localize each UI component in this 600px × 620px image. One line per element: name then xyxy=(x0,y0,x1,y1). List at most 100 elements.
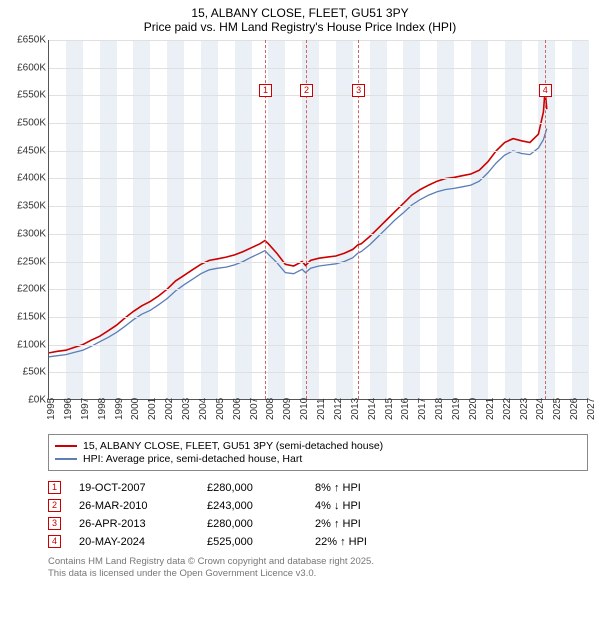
x-tick-label: 2013 xyxy=(350,398,361,420)
marker-index-box: 2 xyxy=(300,84,313,97)
footer-attribution: Contains HM Land Registry data © Crown c… xyxy=(48,556,596,581)
transaction-date: 19-OCT-2007 xyxy=(79,482,189,494)
transactions-table: 119-OCT-2007£280,0008% ↑ HPI226-MAR-2010… xyxy=(48,481,596,548)
y-tick-label: £650K xyxy=(17,35,46,46)
x-tick-label: 2007 xyxy=(249,398,260,420)
transaction-pct: 22% ↑ HPI xyxy=(315,536,425,548)
y-tick-label: £50K xyxy=(23,367,46,378)
transaction-index: 3 xyxy=(48,517,61,530)
x-tick-label: 2002 xyxy=(164,398,175,420)
x-tick-label: 2019 xyxy=(451,398,462,420)
transaction-index: 4 xyxy=(48,535,61,548)
transaction-row: 226-MAR-2010£243,0004% ↓ HPI xyxy=(48,499,596,512)
transaction-row: 3 26-APR-2013 £280,000 2% ↑ HPI xyxy=(48,517,596,530)
transaction-row: 1 19-OCT-2007 £280,000 8% ↑ HPI xyxy=(48,481,596,494)
gridline xyxy=(49,345,588,346)
x-tick-label: 1996 xyxy=(63,398,74,420)
gridline xyxy=(49,289,588,290)
x-tick-label: 2014 xyxy=(367,398,378,420)
gridline xyxy=(49,234,588,235)
gridline xyxy=(49,206,588,207)
x-tick-label: 2011 xyxy=(316,398,327,420)
x-tick-label: 2020 xyxy=(468,398,479,420)
footer-line1: Contains HM Land Registry data © Crown c… xyxy=(48,556,596,568)
x-tick-label: 1995 xyxy=(46,398,57,420)
x-tick-label: 2008 xyxy=(265,398,276,420)
y-axis: £0K£50K£100K£150K£200K£250K£300K£350K£40… xyxy=(4,40,48,400)
y-tick-label: £450K xyxy=(17,145,46,156)
transaction-price: £243,000 xyxy=(207,500,297,512)
x-tick-label: 2024 xyxy=(535,398,546,420)
x-tick-label: 2027 xyxy=(586,398,597,420)
gridline xyxy=(49,317,588,318)
chart-container: 15, ALBANY CLOSE, FLEET, GU51 3PY Price … xyxy=(0,0,600,587)
plot-area: 1 2 3 4 xyxy=(48,40,588,400)
x-tick-label: 2018 xyxy=(434,398,445,420)
x-tick-label: 2003 xyxy=(181,398,192,420)
x-tick-label: 2021 xyxy=(485,398,496,420)
transaction-pct: 4% ↓ HPI xyxy=(315,500,425,512)
gridline xyxy=(49,262,588,263)
y-tick-label: £600K xyxy=(17,62,46,73)
marker-index-box: 4 xyxy=(539,84,552,97)
series-svg xyxy=(49,40,589,400)
y-tick-label: £550K xyxy=(17,90,46,101)
x-tick-label: 2004 xyxy=(198,398,209,420)
x-tick-label: 2023 xyxy=(519,398,530,420)
y-tick-label: £500K xyxy=(17,118,46,129)
footer-line2: This data is licensed under the Open Gov… xyxy=(48,568,596,580)
legend-label: 15, ALBANY CLOSE, FLEET, GU51 3PY (semi-… xyxy=(83,440,383,452)
legend-swatch xyxy=(55,458,77,460)
gridline xyxy=(49,151,588,152)
legend-swatch xyxy=(55,445,77,447)
x-tick-label: 2025 xyxy=(552,398,563,420)
y-tick-label: £350K xyxy=(17,201,46,212)
chart-title: 15, ALBANY CLOSE, FLEET, GU51 3PY xyxy=(4,6,596,20)
chart-subtitle: Price paid vs. HM Land Registry's House … xyxy=(4,20,596,34)
series-hpi xyxy=(49,129,547,357)
gridline xyxy=(49,40,588,41)
chart-area: £0K£50K£100K£150K£200K£250K£300K£350K£40… xyxy=(4,40,596,430)
transaction-date: 20-MAY-2024 xyxy=(79,536,189,548)
x-tick-label: 2022 xyxy=(502,398,513,420)
y-tick-label: £300K xyxy=(17,228,46,239)
legend-item: 15, ALBANY CLOSE, FLEET, GU51 3PY (semi-… xyxy=(55,440,581,452)
gridline xyxy=(49,123,588,124)
transaction-price: £280,000 xyxy=(207,518,297,530)
x-tick-label: 1997 xyxy=(80,398,91,420)
x-tick-label: 2009 xyxy=(282,398,293,420)
series-price_paid xyxy=(49,90,547,353)
transaction-price: £525,000 xyxy=(207,536,297,548)
x-axis: 1995199619971998199920002001200220032004… xyxy=(48,400,588,430)
transaction-index: 1 xyxy=(48,481,61,494)
transaction-pct: 2% ↑ HPI xyxy=(315,518,425,530)
y-tick-label: £150K xyxy=(17,311,46,322)
x-tick-label: 2001 xyxy=(147,398,158,420)
transaction-date: 26-MAR-2010 xyxy=(79,500,189,512)
marker-index-box: 3 xyxy=(352,84,365,97)
x-tick-label: 2016 xyxy=(400,398,411,420)
x-tick-label: 2026 xyxy=(569,398,580,420)
x-tick-label: 2000 xyxy=(130,398,141,420)
x-tick-label: 2012 xyxy=(333,398,344,420)
transaction-date: 26-APR-2013 xyxy=(79,518,189,530)
x-tick-label: 2005 xyxy=(215,398,226,420)
x-tick-label: 2010 xyxy=(299,398,310,420)
x-tick-label: 2006 xyxy=(232,398,243,420)
x-tick-label: 2017 xyxy=(417,398,428,420)
y-tick-label: £100K xyxy=(17,339,46,350)
transaction-pct: 8% ↑ HPI xyxy=(315,482,425,494)
legend-item: HPI: Average price, semi-detached house,… xyxy=(55,453,581,465)
gridline xyxy=(49,68,588,69)
y-tick-label: £0K xyxy=(28,395,46,406)
x-tick-label: 1999 xyxy=(114,398,125,420)
y-tick-label: £250K xyxy=(17,256,46,267)
transaction-price: £280,000 xyxy=(207,482,297,494)
gridline xyxy=(49,178,588,179)
legend-label: HPI: Average price, semi-detached house,… xyxy=(83,453,302,465)
legend-box: 15, ALBANY CLOSE, FLEET, GU51 3PY (semi-… xyxy=(48,434,588,471)
x-tick-label: 2015 xyxy=(384,398,395,420)
transaction-row: 4 20-MAY-2024 £525,000 22% ↑ HPI xyxy=(48,535,596,548)
marker-index-box: 1 xyxy=(259,84,272,97)
y-tick-label: £200K xyxy=(17,284,46,295)
